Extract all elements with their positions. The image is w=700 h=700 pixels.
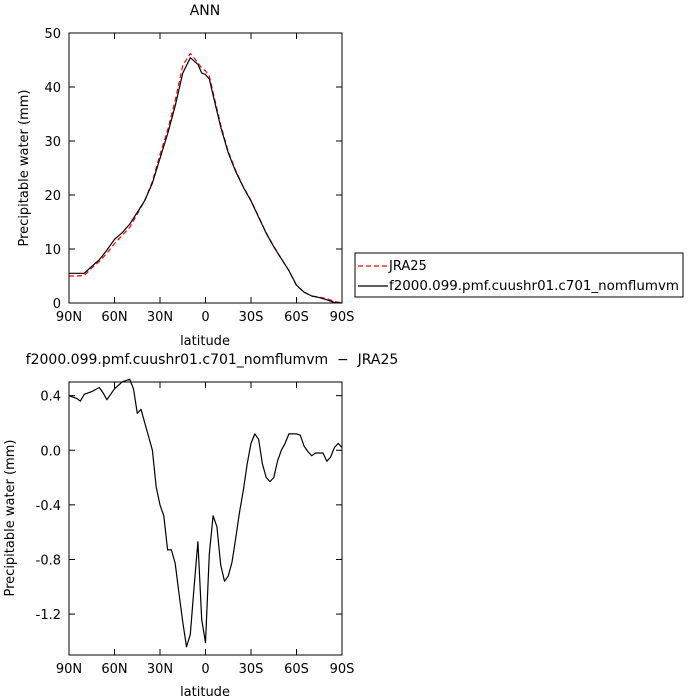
top-series-line-0 xyxy=(69,52,343,304)
bottom-y-tick-label: -0.4 xyxy=(36,499,61,514)
bottom-x-tick-label: 60N xyxy=(101,662,127,677)
bottom-chart-ylabel: Precipitable water (mm) xyxy=(3,440,18,597)
top-chart-lines xyxy=(69,52,343,304)
bottom-x-tick-label: 90N xyxy=(56,662,82,677)
bottom-x-tick-label: 0 xyxy=(201,662,209,677)
top-chart-frame xyxy=(68,32,343,304)
bottom-x-tick-label: 90S xyxy=(330,662,355,677)
bottom-chart-xlabel: latitude xyxy=(180,685,230,700)
top-x-tick-label: 90N xyxy=(56,310,82,325)
bottom-chart: f2000.099.pmf.cuushr01.c701_nomflumvm − … xyxy=(3,352,398,700)
top-chart-xlabel: latitude xyxy=(180,334,230,349)
legend: JRA25 f2000.099.pmf.cuushr01.c701_nomflu… xyxy=(354,252,684,298)
top-x-tick-label: 90S xyxy=(330,310,355,325)
top-x-tick-label: 60N xyxy=(101,310,127,325)
bottom-chart-title: f2000.099.pmf.cuushr01.c701_nomflumvm − … xyxy=(26,352,399,368)
top-y-tick-label: 50 xyxy=(44,27,61,42)
legend-label-jra25: JRA25 xyxy=(388,259,427,274)
bottom-x-tick-label: 30N xyxy=(147,662,173,677)
bottom-chart-frame xyxy=(68,381,343,656)
bottom-y-tick-label: 0.0 xyxy=(40,444,61,459)
top-y-tick-label: 30 xyxy=(44,135,61,150)
top-chart-ylabel: Precipitable water (mm) xyxy=(17,90,32,247)
bottom-chart-lines xyxy=(68,378,343,648)
bottom-y-tick-label: -1.2 xyxy=(36,608,61,623)
top-x-tick-label: 30N xyxy=(147,310,173,325)
top-chart-ticks: 90N 60N 30N 0 30S 60S 90S 0 10 20 30 40 50 xyxy=(44,27,354,325)
legend-box xyxy=(354,252,684,298)
top-chart-title: ANN xyxy=(190,3,221,19)
bottom-x-tick-label: 60S xyxy=(284,662,309,677)
bottom-chart-ticks: 90N 60N 30N 0 30S 60S 90S 0.4 0.0 -0.4 -0.8 -1.2 xyxy=(36,382,355,677)
top-y-tick-label: 20 xyxy=(44,189,61,204)
bottom-series-line-0 xyxy=(68,378,343,648)
top-x-tick-label: 0 xyxy=(201,310,209,325)
top-chart: ANN 90N 60N 30N 0 30S 60S 90S 0 10 20 30 40 50 latit… xyxy=(17,3,684,349)
bottom-y-tick-label: -0.8 xyxy=(36,553,61,568)
bottom-y-tick-label: 0.4 xyxy=(40,390,61,405)
top-y-tick-label: 10 xyxy=(44,243,61,258)
top-y-tick-label: 40 xyxy=(44,81,61,96)
bottom-x-tick-label: 30S xyxy=(239,662,264,677)
top-y-tick-label: 0 xyxy=(53,297,61,312)
top-series-line-1 xyxy=(69,57,343,304)
top-x-tick-label: 30S xyxy=(239,310,264,325)
top-x-tick-label: 60S xyxy=(284,310,309,325)
legend-label-model: f2000.099.pmf.cuushr01.c701_nomflumvm xyxy=(389,279,679,294)
